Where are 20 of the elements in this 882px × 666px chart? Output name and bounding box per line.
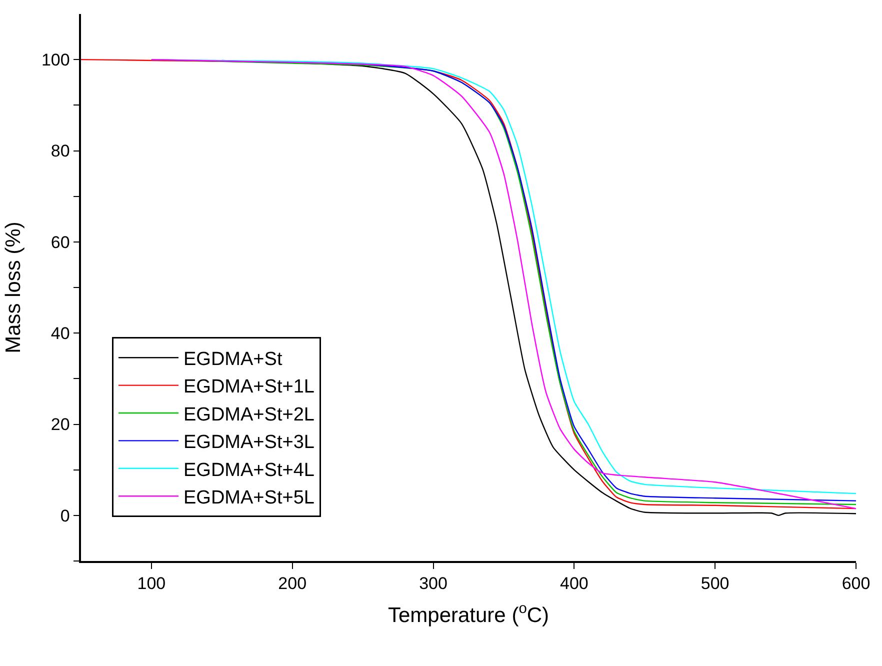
legend-label: EGDMA+St+5L (184, 488, 314, 508)
x-axis-title: Temperature ($^{o}$C) (388, 601, 550, 627)
y-tick-label: 40 (50, 324, 70, 344)
legend-label: EGDMA+St+4L (184, 460, 314, 481)
x-tick-label: 600 (842, 574, 870, 594)
y-axis-title: Mass loss (%) (2, 222, 26, 354)
y-tick-label: 20 (50, 415, 70, 434)
y-tick-label: 100 (41, 50, 70, 70)
y-tick-label: 80 (50, 142, 70, 161)
legend-label: EGDMA+St+2L (184, 404, 314, 426)
y-tick-label: 0 (60, 506, 70, 526)
x-tick-label: 100 (137, 574, 166, 594)
x-tick-label: 500 (700, 574, 730, 594)
legend-label: EGDMA+St+1L (184, 376, 314, 398)
x-tick-label: 200 (278, 574, 307, 594)
legend-label: EGDMA+St+3L (184, 432, 314, 454)
x-tick-label: 400 (560, 574, 588, 594)
x-tick-label: 300 (419, 574, 448, 594)
legend-label: EGDMA+St (184, 349, 283, 370)
y-tick-label: 60 (50, 232, 70, 252)
